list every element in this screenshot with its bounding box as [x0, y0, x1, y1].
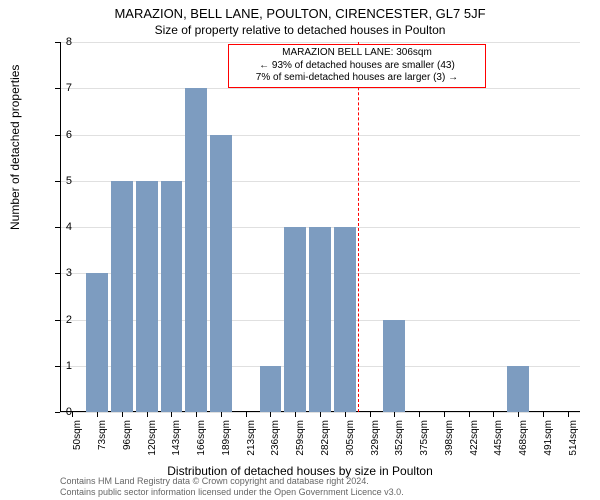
y-tick-label: 3	[52, 267, 72, 279]
x-tick-label: 422sqm	[469, 420, 480, 460]
gridline	[60, 42, 580, 43]
y-tick-label: 4	[52, 221, 72, 233]
footer-attribution: Contains HM Land Registry data © Crown c…	[60, 476, 404, 498]
y-tick-label: 2	[52, 314, 72, 326]
y-axis-label: Number of detached properties	[8, 65, 22, 230]
bar	[86, 273, 108, 412]
x-tick-label: 445sqm	[493, 420, 504, 460]
x-tick-label: 352sqm	[394, 420, 405, 460]
y-tick-label: 7	[52, 82, 72, 94]
bar	[334, 227, 356, 412]
x-tick-label: 259sqm	[295, 420, 306, 460]
x-tick-label: 96sqm	[122, 420, 133, 460]
x-tick-label: 143sqm	[171, 420, 182, 460]
x-tick-label: 329sqm	[370, 420, 381, 460]
y-tick-label: 1	[52, 360, 72, 372]
x-tick-label: 398sqm	[444, 420, 455, 460]
x-tick-label: 120sqm	[147, 420, 158, 460]
chart-subtitle: Size of property relative to detached ho…	[0, 21, 600, 37]
chart-title: MARAZION, BELL LANE, POULTON, CIRENCESTE…	[0, 0, 600, 21]
bar	[284, 227, 306, 412]
bar	[210, 135, 232, 413]
bar	[161, 181, 183, 412]
y-tick-label: 0	[52, 406, 72, 418]
footer-line1: Contains HM Land Registry data © Crown c…	[60, 476, 404, 487]
gridline	[60, 88, 580, 89]
x-tick-label: 189sqm	[221, 420, 232, 460]
bar	[383, 320, 405, 413]
footer-line2: Contains public sector information licen…	[60, 487, 404, 498]
y-tick-label: 8	[52, 36, 72, 48]
bar	[507, 366, 529, 412]
x-tick-label: 491sqm	[543, 420, 554, 460]
gridline	[60, 135, 580, 136]
x-tick-label: 50sqm	[72, 420, 83, 460]
y-tick-label: 5	[52, 175, 72, 187]
bar	[185, 88, 207, 412]
bar	[309, 227, 331, 412]
marker-line	[358, 42, 359, 412]
y-tick-label: 6	[52, 129, 72, 141]
callout-line: ← 93% of detached houses are smaller (43…	[233, 60, 481, 73]
bar	[260, 366, 282, 412]
x-tick-label: 305sqm	[345, 420, 356, 460]
x-tick-label: 166sqm	[196, 420, 207, 460]
x-tick-label: 375sqm	[419, 420, 430, 460]
x-tick-label: 282sqm	[320, 420, 331, 460]
callout-line: MARAZION BELL LANE: 306sqm	[233, 47, 481, 60]
x-tick-label: 468sqm	[518, 420, 529, 460]
bar	[136, 181, 158, 412]
plot-area: MARAZION BELL LANE: 306sqm← 93% of detac…	[60, 42, 580, 412]
bar	[111, 181, 133, 412]
x-tick-label: 213sqm	[246, 420, 257, 460]
x-tick-label: 236sqm	[270, 420, 281, 460]
x-tick-label: 73sqm	[97, 420, 108, 460]
x-tick-label: 514sqm	[568, 420, 579, 460]
marker-callout: MARAZION BELL LANE: 306sqm← 93% of detac…	[228, 44, 486, 88]
callout-line: 7% of semi-detached houses are larger (3…	[233, 72, 481, 85]
